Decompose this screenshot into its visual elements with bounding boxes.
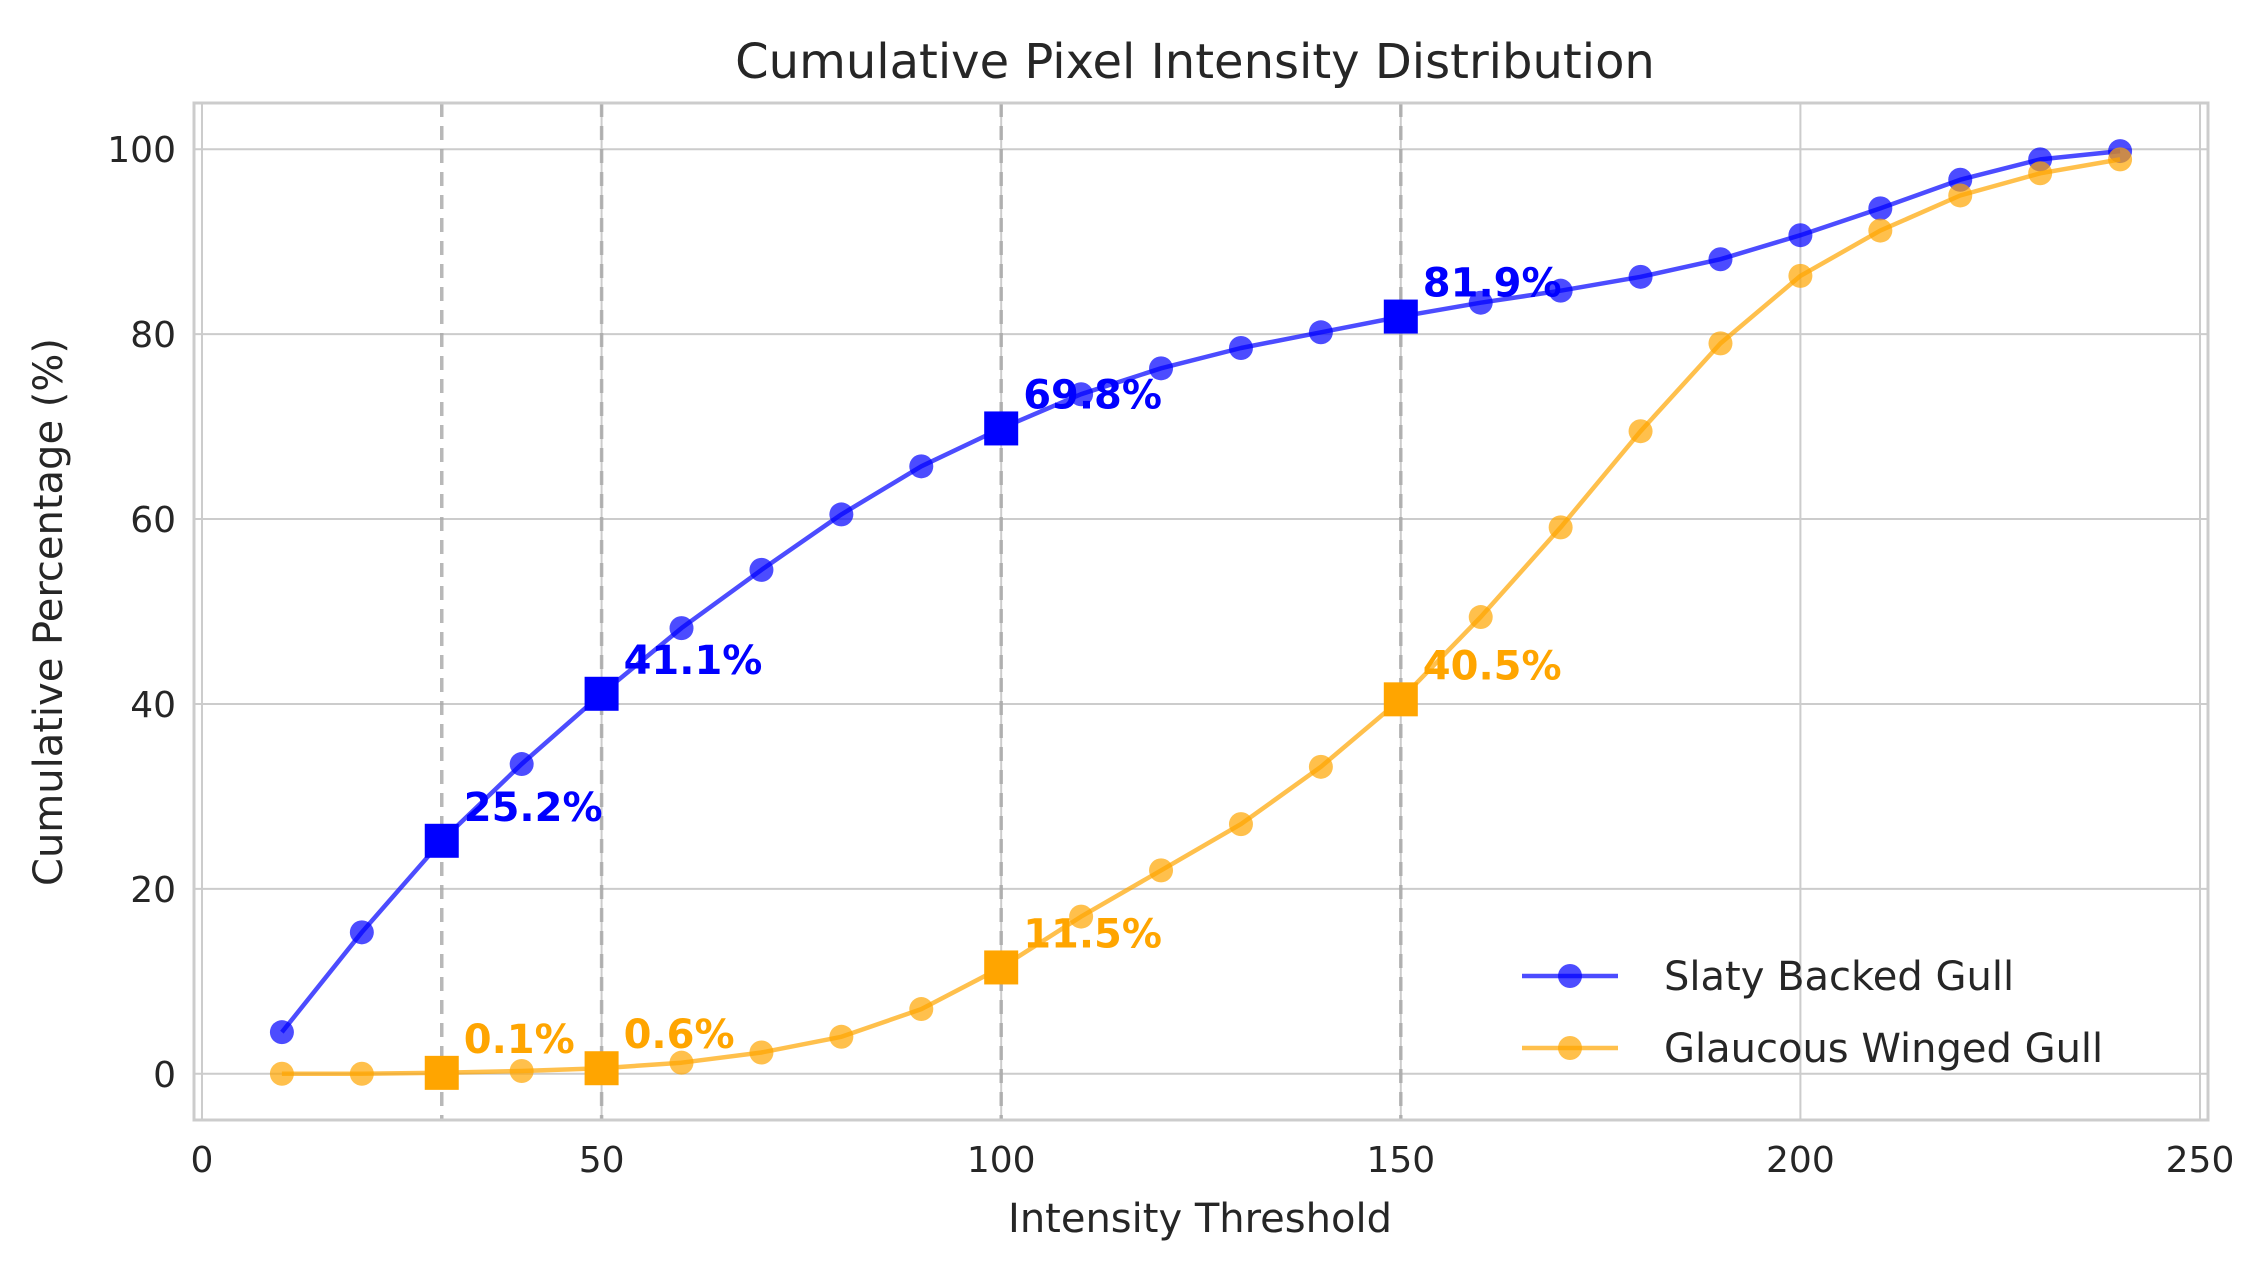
data-point	[1308, 320, 1333, 345]
y-tick-label: 80	[130, 315, 176, 356]
y-tick-label: 60	[130, 500, 176, 541]
data-point	[349, 1061, 374, 1086]
highlight-marker	[1383, 682, 1418, 717]
data-point	[269, 1020, 294, 1045]
highlight-marker	[584, 1051, 619, 1086]
y-axis-ticks: 0 20 40 60 80 100	[107, 130, 176, 1096]
highlight-marker	[1383, 299, 1418, 334]
annotation-label: 81.9%	[1423, 261, 1562, 307]
y-tick-label: 20	[130, 870, 176, 911]
annotation-label: 25.2%	[464, 785, 603, 831]
highlight-marker	[984, 411, 1019, 446]
data-point	[829, 1024, 854, 1049]
data-point	[1069, 382, 1094, 407]
x-tick-label: 0	[191, 1140, 214, 1181]
legend-label-glaucous: Glaucous Winged Gull	[1664, 1026, 2103, 1072]
y-tick-label: 40	[130, 685, 176, 726]
data-point	[1468, 290, 1493, 315]
y-tick-label: 0	[153, 1055, 176, 1096]
series-layer	[269, 139, 2133, 1090]
data-point	[1708, 331, 1733, 356]
data-point	[1788, 223, 1813, 248]
reference-lines	[440, 103, 1403, 1120]
series-2	[269, 147, 2133, 1090]
data-point	[269, 1061, 294, 1086]
annotation-label: 69.8%	[1023, 372, 1162, 418]
annotations-layer: 25.2% 41.1% 69.8% 81.9% 0.1% 0.6% 11.5% 40.5%	[464, 261, 1562, 1063]
x-tick-label: 50	[579, 1140, 625, 1181]
data-point	[509, 1058, 534, 1083]
data-point	[1628, 264, 1653, 289]
annotation-label: 40.5%	[1423, 643, 1562, 689]
highlight-marker	[984, 950, 1019, 985]
data-point	[749, 1040, 774, 1065]
y-axis-label: Cumulative Percentage (%)	[26, 338, 72, 886]
data-point	[1628, 419, 1653, 444]
data-point	[1868, 196, 1893, 221]
highlight-marker	[584, 676, 619, 711]
data-point	[1468, 605, 1493, 630]
data-point	[349, 920, 374, 945]
data-point	[1069, 904, 1094, 929]
highlight-marker	[424, 823, 459, 858]
data-point	[749, 557, 774, 582]
data-point	[829, 502, 854, 527]
data-point	[2028, 161, 2053, 186]
x-axis-ticks: 0 50 100 150 200 250	[191, 1140, 2235, 1181]
data-point	[2108, 147, 2133, 172]
legend: Slaty Backed Gull Glaucous Winged Gull	[1522, 954, 2103, 1072]
x-tick-label: 250	[2166, 1140, 2235, 1181]
y-tick-label: 100	[107, 130, 176, 171]
annotation-label: 0.1%	[464, 1017, 575, 1063]
data-point	[669, 616, 694, 641]
data-point	[909, 997, 934, 1022]
x-tick-label: 200	[1766, 1140, 1835, 1181]
data-point	[1548, 278, 1573, 303]
plot-frame	[192, 101, 2210, 1122]
data-point	[1548, 515, 1573, 540]
legend-label-slaty: Slaty Backed Gull	[1664, 954, 2014, 1000]
data-point	[509, 752, 534, 777]
x-tick-label: 150	[1366, 1140, 1435, 1181]
data-point	[1788, 263, 1813, 288]
data-point	[1228, 812, 1253, 837]
annotation-label: 41.1%	[624, 638, 763, 684]
data-point	[1308, 754, 1333, 779]
data-point	[1149, 356, 1174, 381]
data-point	[909, 454, 934, 479]
data-point	[1149, 858, 1174, 883]
chart-title: Cumulative Pixel Intensity Distribution	[735, 34, 1655, 90]
highlight-marker	[424, 1055, 459, 1090]
data-point	[1228, 336, 1253, 361]
data-point	[1708, 247, 1733, 272]
x-axis-label: Intensity Threshold	[1008, 1196, 1392, 1242]
annotation-label: 0.6%	[624, 1012, 735, 1058]
data-point	[1868, 218, 1893, 243]
data-point	[669, 1050, 694, 1075]
legend-marker-glaucous	[1558, 1036, 1582, 1060]
annotation-label: 11.5%	[1023, 911, 1162, 957]
legend-marker-slaty	[1558, 964, 1582, 988]
series-1	[269, 139, 2133, 1045]
x-tick-label: 100	[967, 1140, 1036, 1181]
data-point	[1948, 183, 1973, 208]
